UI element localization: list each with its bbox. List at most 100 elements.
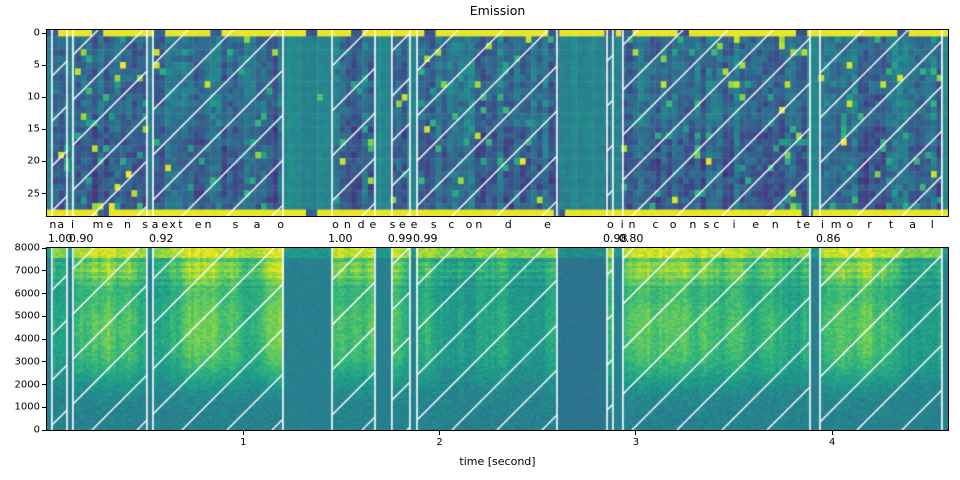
spectrogram-ytick-label: 5000 (14, 310, 40, 322)
transcript-char: m (92, 218, 104, 231)
spectrogram-ytick-label: 3000 (14, 356, 40, 368)
time-xtick-mark (635, 431, 637, 435)
transcript-char: e (752, 218, 760, 231)
transcript-char: o (332, 218, 339, 231)
emission-ytick-mark (42, 128, 46, 130)
transcript-char: o (277, 218, 284, 231)
transcript-char: a (253, 218, 261, 231)
transcript-char: o (606, 218, 614, 231)
word-score: 0.90 (68, 232, 94, 245)
time-xtick-label: 1 (240, 437, 247, 448)
transcript-char: e (398, 218, 406, 231)
emission-ytick-label: 25 (27, 188, 40, 200)
transcript-char: s (142, 218, 149, 231)
time-xtick-mark (831, 431, 833, 435)
spectrogram-ytick-mark (42, 270, 46, 272)
transcript-char: o (846, 218, 854, 231)
transcript-char: s (389, 218, 396, 231)
time-xtick-mark (439, 431, 441, 435)
transcript-char: n (343, 218, 351, 231)
x-axis-label: time [second] (459, 455, 536, 468)
spectrogram-ytick-mark (42, 293, 46, 294)
transcript-char: c (652, 218, 659, 231)
word-score: 0.86 (816, 232, 841, 245)
transcript-char: e (194, 218, 202, 231)
transcript-char: o (669, 218, 677, 231)
spectrogram-ytick-mark (42, 384, 46, 385)
transcript-char: d (504, 218, 512, 231)
transcript-char: n (628, 218, 636, 231)
time-xtick-label: 3 (632, 437, 640, 448)
spectrogram-ytick-mark (42, 429, 46, 431)
transcript-char: n (771, 218, 779, 231)
transcript-char: i (732, 218, 736, 231)
transcript-char: r (867, 218, 872, 231)
word-score: 0.80 (618, 232, 644, 245)
emission-ytick-label: 5 (33, 59, 40, 71)
spectrogram-ytick-label: 6000 (14, 288, 40, 299)
transcript-char: i (620, 218, 624, 231)
transcript-char: t (796, 218, 801, 231)
time-xtick-mark (242, 431, 244, 435)
spectrogram-ytick-label: 7000 (14, 265, 40, 277)
word-score: 0.92 (149, 232, 174, 245)
spectrogram-ytick-mark (42, 247, 46, 249)
transcript-char: e (803, 218, 811, 231)
transcript-char: m (830, 218, 842, 231)
emission-ytick-mark (42, 96, 46, 98)
emission-heatmap (47, 30, 948, 216)
transcript-char: s (703, 218, 710, 231)
transcript-char: n (123, 218, 131, 231)
spectrogram-ytick-label: 8000 (14, 242, 40, 254)
transcript-char: x (169, 218, 176, 231)
spectrogram-heatmap (47, 248, 948, 430)
emission-panel (46, 29, 949, 217)
spectrogram-ytick-mark (42, 406, 46, 408)
transcript-char: s (232, 218, 239, 231)
spectrogram-ytick-label: 0 (33, 424, 40, 436)
transcript-char: e (410, 218, 418, 231)
transcript-char: e (544, 218, 551, 231)
spectrogram-panel (46, 247, 949, 431)
time-xtick-label: 2 (436, 437, 443, 448)
transcript-char: n (204, 218, 212, 231)
transcript-char: c (713, 218, 720, 231)
transcript-char: s (430, 218, 437, 231)
transcript-char: o (465, 218, 473, 231)
emission-ytick-label: 10 (27, 91, 40, 103)
word-score: 0.99 (387, 232, 413, 245)
emission-ytick-mark (42, 193, 46, 195)
emission-ytick-mark (42, 160, 46, 162)
transcript-char: i (820, 218, 824, 231)
word-score: 1.00 (47, 232, 73, 245)
transcript-char: e (369, 218, 377, 231)
transcript-char: l (930, 218, 934, 231)
transcript-char: n (49, 218, 57, 231)
spectrogram-ytick-mark (42, 338, 46, 340)
spectrogram-ytick-label: 1000 (14, 401, 40, 413)
word-score: 0.98 (603, 232, 628, 245)
spectrogram-ytick-mark (42, 315, 46, 317)
time-xtick-label: 4 (828, 437, 836, 448)
spectrogram-ytick-mark (42, 361, 46, 363)
transcript-char: e (106, 218, 114, 231)
transcript-char: a (57, 218, 65, 231)
emission-ytick-label: 20 (27, 155, 40, 167)
transcript-char: c (448, 218, 455, 231)
transcript-char: i (70, 218, 75, 231)
word-score: 1.00 (328, 232, 353, 245)
word-score: 0.99 (413, 232, 438, 245)
transcript-char: n (689, 218, 697, 231)
spectrogram-ytick-label: 4000 (14, 333, 40, 345)
chart-title: Emission (469, 3, 526, 18)
emission-ytick-label: 15 (27, 123, 40, 135)
transcript-char: t (888, 218, 894, 231)
spectrogram-ytick-label: 2000 (14, 379, 40, 390)
transcript-char: d (357, 218, 365, 231)
transcript-char: a (909, 218, 917, 231)
transcript-char: a (151, 218, 159, 231)
transcript-char: t (178, 218, 183, 231)
emission-ytick-mark (42, 32, 46, 34)
transcript-char: n (475, 218, 483, 231)
